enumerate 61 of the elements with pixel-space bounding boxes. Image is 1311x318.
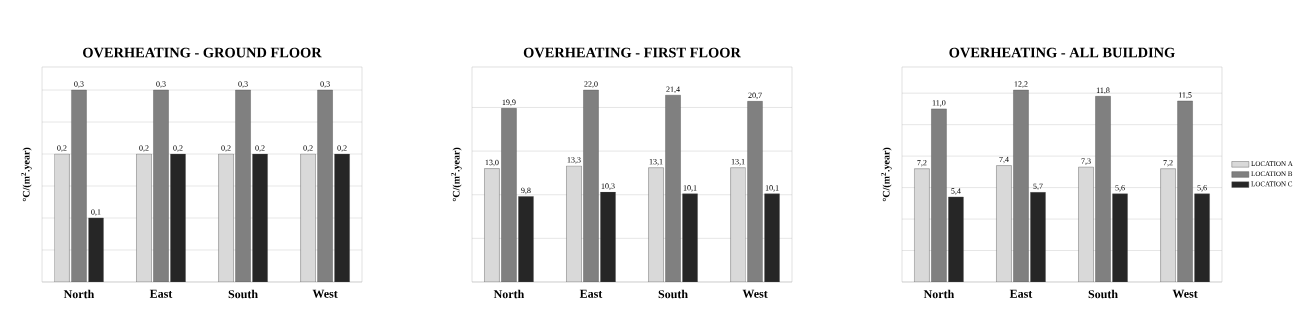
x-tick-label: North [493, 289, 525, 299]
y-axis-title: °C/(m$^{2}$.year) [451, 147, 462, 202]
x-tick-label: South [658, 289, 688, 299]
data-label: 9,8 [521, 187, 531, 195]
bar [747, 101, 763, 282]
data-label: 0,2 [221, 145, 231, 152]
data-label: 0,2 [139, 145, 149, 152]
data-label: 5,7 [1033, 183, 1043, 191]
data-label: 5,6 [1197, 185, 1207, 192]
bar [914, 168, 930, 282]
x-tick-label: South [228, 289, 258, 299]
bar [1160, 168, 1176, 282]
data-label: 7,2 [1163, 159, 1173, 167]
data-label: 20,7 [748, 92, 762, 100]
data-label: 22,0 [584, 81, 598, 88]
data-label: 7,3 [1081, 158, 1091, 165]
x-tick-label: West [742, 289, 768, 298]
x-tick-label: North [63, 289, 95, 299]
data-label: 0,2 [303, 145, 313, 152]
bar [764, 193, 780, 282]
data-label: 13,1 [649, 158, 663, 166]
data-label: 0,2 [337, 145, 347, 152]
data-label: 19,9 [502, 99, 516, 107]
chart-title: OVERHEATING - ALL BUILDING [949, 47, 1175, 58]
y-axis-title: °C/(m$^{2}$.year) [881, 147, 892, 202]
data-label: 21,4 [666, 86, 680, 94]
data-label: 0,3 [156, 81, 166, 88]
chart-title: OVERHEATING - GROUND FLOOR [83, 47, 322, 58]
data-label: 0,3 [74, 81, 84, 88]
data-label: 13,1 [731, 158, 745, 166]
data-label: 5,6 [1115, 185, 1125, 192]
data-label: 0,2 [57, 145, 67, 152]
data-label: 10,3 [601, 183, 615, 190]
data-label: 10,1 [683, 185, 697, 192]
bar [1078, 166, 1094, 282]
chart-title: OVERHEATING - FIRST FLOOR [523, 47, 741, 58]
x-tick-label: East [1009, 289, 1033, 298]
data-label: 10,1 [765, 185, 779, 192]
data-label: 7,2 [917, 159, 927, 167]
y-axis-title: °C/(m$^{2}$.year) [21, 147, 32, 202]
data-label: 12,2 [1014, 81, 1028, 88]
x-tick-label: West [1172, 289, 1198, 298]
data-label: 0,3 [320, 81, 330, 88]
data-label: 0,2 [173, 145, 183, 152]
data-label: 0,1 [91, 209, 101, 216]
bar [996, 165, 1012, 282]
x-tick-label: West [312, 289, 338, 298]
data-label: 0,2 [255, 145, 265, 152]
x-tick-label: East [579, 289, 603, 298]
x-tick-label: South [1088, 289, 1118, 299]
data-label: 5,4 [951, 188, 961, 195]
data-label: 11,5 [1178, 92, 1192, 99]
data-label: 13,0 [485, 159, 499, 167]
data-label: 11,0 [932, 100, 946, 107]
bar [730, 167, 746, 282]
x-tick-label: East [149, 289, 173, 298]
data-label: 13,3 [567, 157, 581, 164]
x-tick-label: North [923, 289, 955, 299]
data-label: 11,8 [1096, 87, 1110, 95]
data-label: 7,4 [999, 156, 1009, 164]
data-label: 0,3 [238, 81, 248, 88]
